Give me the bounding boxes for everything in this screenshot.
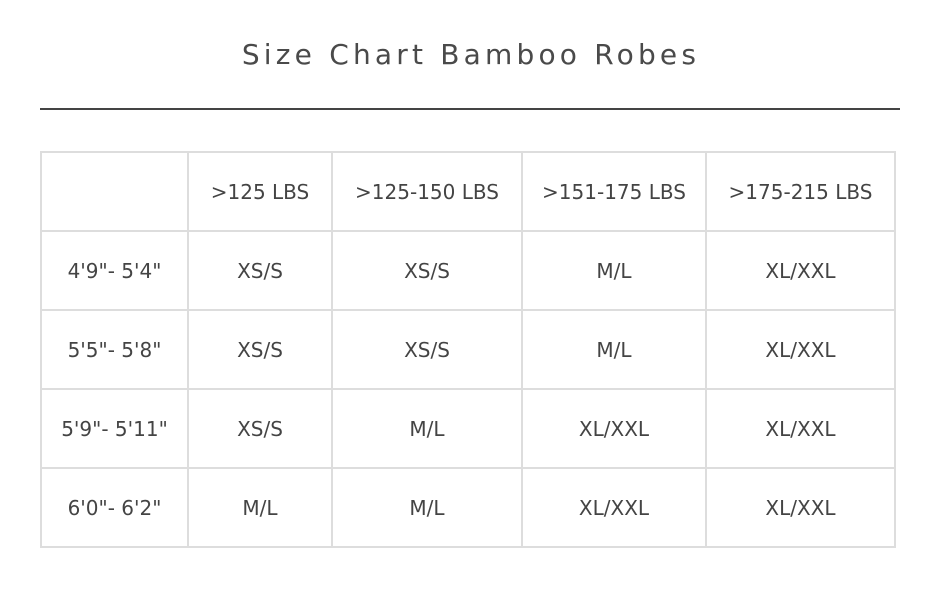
table-row: 4'9"- 5'4" XS/S XS/S M/L XL/XXL (40, 230, 896, 311)
table-cell: M/L (331, 467, 523, 548)
table-cell: XL/XXL (521, 388, 707, 469)
table-cell: XL/XXL (521, 467, 707, 548)
row-header: 5'5"- 5'8" (40, 309, 189, 390)
table-row: 6'0"- 6'2" M/L M/L XL/XXL XL/XXL (40, 467, 896, 548)
row-header: 4'9"- 5'4" (40, 230, 189, 311)
table-cell: XS/S (331, 309, 523, 390)
table-cell: XS/S (187, 388, 333, 469)
table-cell: XS/S (331, 230, 523, 311)
table-cell: M/L (331, 388, 523, 469)
header-row: >125 LBS >125-150 LBS >151-175 LBS >175-215… (40, 151, 896, 232)
table-row: 5'5"- 5'8" XS/S XS/S M/L XL/XXL (40, 309, 896, 390)
title-divider (40, 108, 900, 110)
page-title: Size Chart Bamboo Robes (241, 38, 701, 71)
column-header: >125-150 LBS (331, 151, 523, 232)
column-header (40, 151, 189, 232)
table-cell: XL/XXL (705, 230, 896, 311)
table-cell: XL/XXL (705, 388, 896, 469)
table-cell: M/L (187, 467, 333, 548)
table-row: 5'9"- 5'11" XS/S M/L XL/XXL XL/XXL (40, 388, 896, 469)
table-cell: XL/XXL (705, 467, 896, 548)
table-cell: XS/S (187, 309, 333, 390)
column-header: >125 LBS (187, 151, 333, 232)
row-header: 5'9"- 5'11" (40, 388, 189, 469)
table-cell: XL/XXL (705, 309, 896, 390)
size-chart-table: >125 LBS >125-150 LBS >151-175 LBS >175-215… (40, 151, 896, 548)
row-header: 6'0"- 6'2" (40, 467, 189, 548)
table-cell: M/L (521, 309, 707, 390)
column-header: >175-215 LBS (705, 151, 896, 232)
column-header: >151-175 LBS (521, 151, 707, 232)
table-cell: M/L (521, 230, 707, 311)
table-cell: XS/S (187, 230, 333, 311)
